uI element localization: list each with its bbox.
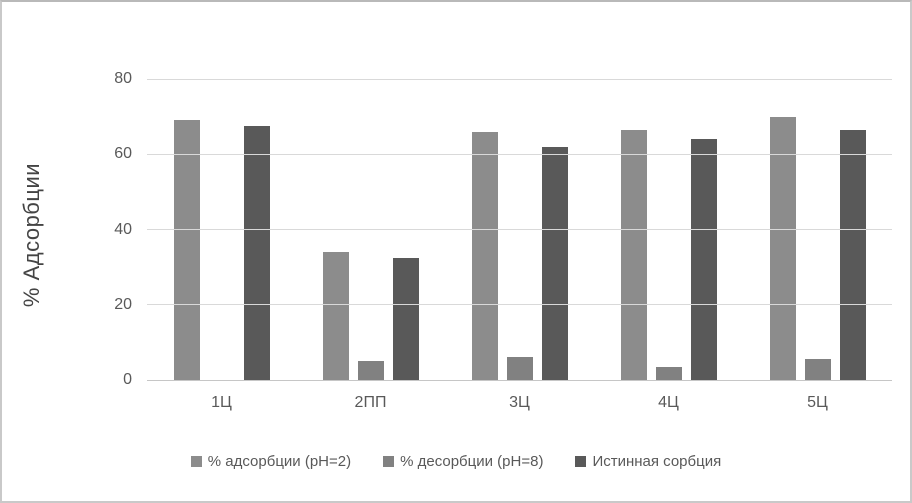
- bar-group-5Ц: [743, 79, 892, 380]
- y-axis-title: % Адсорбции: [19, 162, 44, 308]
- legend-swatch-icon: [575, 456, 587, 467]
- legend-item: % адсорбции (pH=2): [190, 453, 352, 470]
- legend-swatch-icon: [383, 456, 395, 467]
- x-tick-label: 2ПП: [354, 394, 387, 411]
- bar: [804, 359, 831, 380]
- legend-label: Истинная сорбция: [592, 453, 722, 470]
- bars-container: [147, 79, 892, 380]
- legend-label: % десорбции (pH=8): [400, 453, 544, 470]
- bar: [839, 129, 866, 380]
- bar: [357, 361, 384, 380]
- legend-item: Истинная сорбция: [575, 453, 721, 470]
- legend-label: % адсорбции (pH=2): [207, 453, 352, 470]
- bar-group-4Ц: [594, 79, 743, 380]
- y-axis: 0 20 40 60 80: [114, 70, 892, 388]
- x-tick-label: 5Ц: [807, 394, 828, 411]
- bar: [690, 139, 717, 380]
- x-tick-label: 1Ц: [211, 394, 232, 411]
- gridline: [147, 153, 892, 155]
- bar: [769, 116, 796, 380]
- bar: [655, 366, 682, 380]
- y-tick-label: 40: [114, 220, 132, 238]
- bar-group-1Ц: [147, 79, 296, 380]
- gridline: [147, 78, 892, 80]
- y-tick-label: 0: [123, 371, 132, 388]
- bar: [173, 120, 200, 380]
- x-tick-label: 4Ц: [658, 394, 679, 411]
- legend-swatch-icon: [190, 456, 202, 467]
- bar: [620, 129, 647, 380]
- bar-group-3Ц: [445, 79, 594, 380]
- gridline: [147, 229, 892, 230]
- y-tick-label: 20: [114, 295, 132, 313]
- bar: [541, 146, 568, 380]
- y-tick-label: 80: [114, 70, 132, 87]
- bar-group-2ПП: [296, 79, 445, 380]
- gridline: [147, 304, 892, 306]
- bar: [506, 357, 533, 380]
- x-axis: 1Ц 2ПП 3Ц 4Ц 5Ц: [147, 394, 892, 412]
- plot-area: 0 20 40 60 80: [114, 70, 892, 388]
- y-tick-label: 60: [114, 145, 132, 163]
- x-tick-label: 3Ц: [509, 394, 530, 411]
- bar: [243, 126, 270, 380]
- bar: [471, 131, 498, 380]
- bar: [322, 252, 349, 380]
- x-axis-line: [147, 379, 892, 381]
- legend: % адсорбции (pH=2) % десорбции (pH=8) Исти…: [2, 453, 910, 470]
- bar: [392, 257, 419, 380]
- legend-item: % десорбции (pH=8): [383, 453, 543, 470]
